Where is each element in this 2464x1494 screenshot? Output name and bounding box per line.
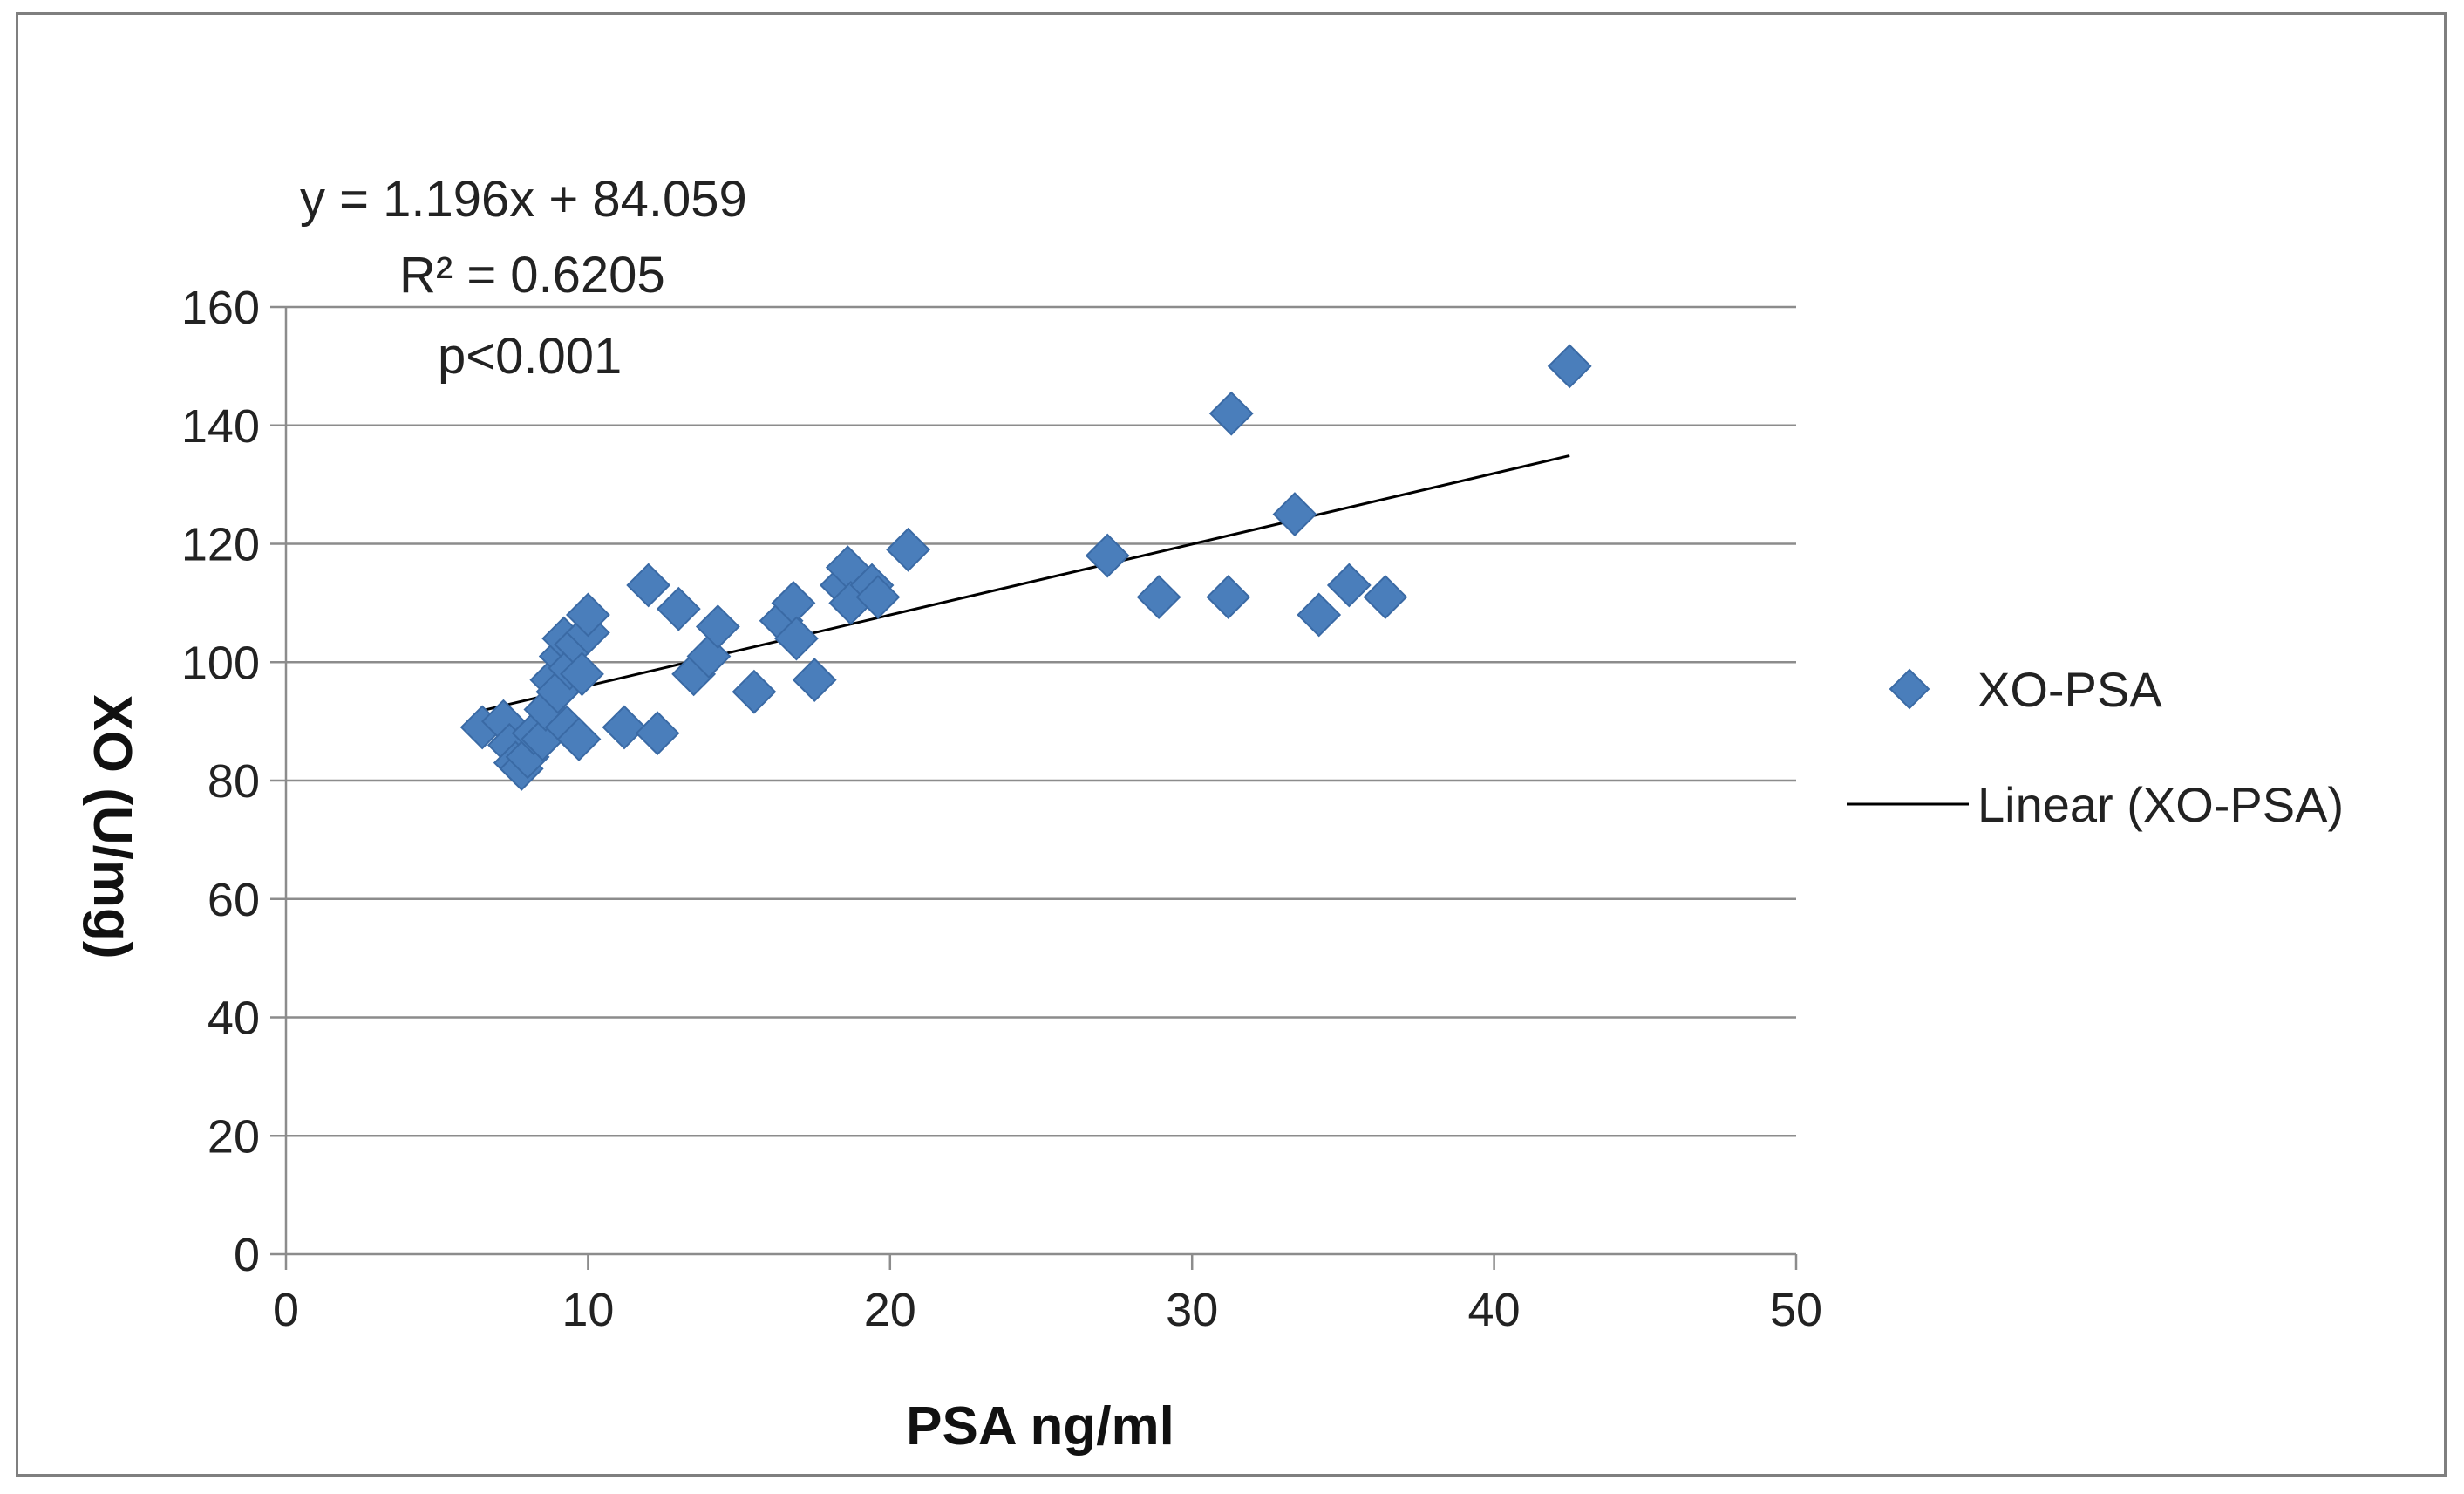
data-point: [695, 604, 740, 649]
data-point: [1136, 575, 1181, 620]
trendline-group: [481, 454, 1570, 713]
data-point: [656, 586, 701, 631]
data-point: [602, 705, 647, 750]
data-point: [855, 575, 901, 620]
data-point: [565, 592, 610, 638]
y-tick-label-0: 0: [234, 1229, 260, 1281]
y-tick-label-80: 80: [208, 755, 260, 808]
r-squared-annotation: R² = 0.6205: [399, 247, 665, 304]
legend-label-xo-psa: XO-PSA: [1977, 662, 2162, 717]
data-point: [774, 616, 819, 661]
y-tick-label-100: 100: [181, 637, 260, 689]
data-points: [459, 344, 1592, 791]
gridlines: [286, 305, 1796, 1137]
x-tick-label-40: 40: [1468, 1284, 1521, 1336]
data-point: [1208, 391, 1254, 436]
data-point: [1363, 575, 1408, 620]
x-tick-label-30: 30: [1166, 1284, 1218, 1336]
x-tick-label-0: 0: [273, 1284, 299, 1336]
y-tick-label-160: 160: [181, 282, 260, 334]
axes: [270, 305, 1798, 1270]
y-axis-title: XO (U/mg): [82, 694, 142, 958]
y-tick-label-20: 20: [208, 1110, 260, 1163]
legend-marker-xo-psa: [1889, 668, 1930, 710]
trendline: [481, 454, 1570, 713]
data-point: [1206, 575, 1251, 620]
y-tick-label-60: 60: [208, 874, 260, 926]
tick-labels: 0 20 40 60 80 100 120 140 160 0 10 20 30 40 50: [181, 282, 1822, 1336]
data-point: [1272, 492, 1317, 536]
data-point: [626, 563, 671, 608]
x-axis-title: PSA ng/ml: [906, 1396, 1174, 1456]
equation-annotation: y = 1.196x + 84.059: [300, 171, 747, 228]
legend: XO-PSA Linear (XO-PSA): [1847, 662, 2344, 832]
chart-frame: [16, 12, 2447, 1477]
data-point: [732, 669, 777, 714]
y-tick-label-140: 140: [181, 400, 260, 453]
p-value-annotation: p<0.001: [438, 328, 622, 385]
data-point: [1547, 344, 1592, 389]
legend-label-linear: Linear (XO-PSA): [1977, 777, 2344, 832]
y-tick-label-40: 40: [208, 993, 260, 1045]
x-tick-label-20: 20: [864, 1284, 916, 1336]
data-point: [635, 711, 680, 756]
data-point: [792, 658, 837, 703]
x-tick-label-10: 10: [562, 1284, 614, 1336]
y-tick-label-120: 120: [181, 519, 260, 571]
data-point: [560, 651, 604, 697]
data-point: [556, 717, 602, 761]
x-tick-label-50: 50: [1770, 1284, 1822, 1336]
data-point: [1085, 533, 1130, 578]
data-point: [1326, 563, 1372, 608]
data-point: [886, 527, 930, 572]
data-point: [1297, 592, 1342, 638]
